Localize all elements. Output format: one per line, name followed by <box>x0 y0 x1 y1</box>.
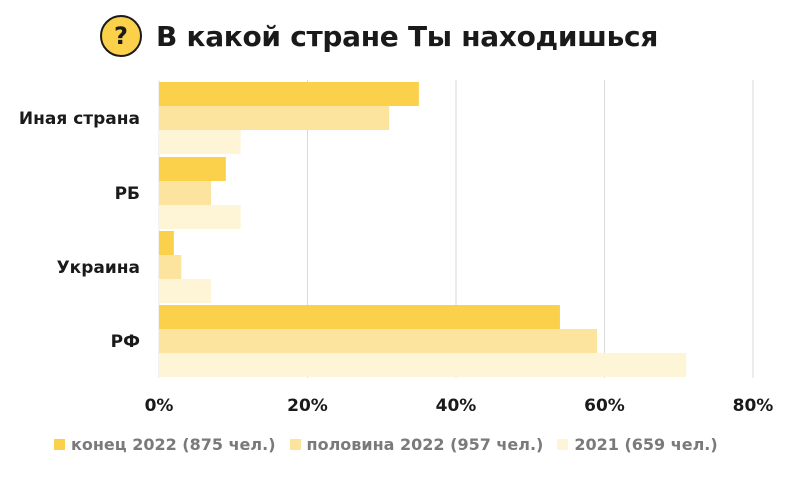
legend-swatch <box>289 439 301 450</box>
legend-label: конец 2022 (875 чел.) <box>71 435 276 454</box>
bar <box>159 279 211 303</box>
x-tick-label: 80% <box>733 396 774 416</box>
legend: конец 2022 (875 чел.) половина 2022 (957 … <box>54 435 732 454</box>
legend-label: половина 2022 (957 чел.) <box>306 435 544 454</box>
bar <box>159 106 390 130</box>
legend-swatch <box>54 439 65 450</box>
bar-chart: Иная страна РБ Украина РФ 0% 20% 40% 60% 80% <box>19 80 774 416</box>
legend-item: 2021 (659 чел.) <box>557 435 718 454</box>
x-tick-label: 40% <box>436 396 477 416</box>
bar <box>159 353 687 377</box>
legend-item: конец 2022 (875 чел.) <box>54 435 276 454</box>
bar <box>159 231 174 255</box>
legend-swatch <box>557 439 569 450</box>
x-tick-label: 20% <box>287 396 328 416</box>
legend-label: 2021 (659 чел.) <box>574 435 718 454</box>
bar <box>159 157 226 181</box>
x-tick-labels: 0% 20% 40% 60% 80% <box>145 396 774 416</box>
question-icon: ? <box>100 15 142 57</box>
bar <box>159 181 211 205</box>
bar <box>159 305 560 329</box>
category-label: РБ <box>115 184 140 204</box>
bar <box>159 82 419 106</box>
bar <box>159 130 241 154</box>
chart-header: ? В какой стране Ты находишься <box>100 13 658 59</box>
bars <box>159 82 687 377</box>
chart-title: В какой стране Ты находишься <box>156 19 658 53</box>
bar <box>159 255 182 279</box>
category-label: Украина <box>57 258 140 278</box>
category-label: Иная страна <box>19 109 140 129</box>
x-tick-label: 60% <box>584 396 625 416</box>
bar <box>159 329 598 353</box>
x-tick-label: 0% <box>145 396 174 416</box>
category-labels: Иная страна РБ Украина РФ <box>19 109 140 352</box>
legend-item: половина 2022 (957 чел.) <box>289 435 544 454</box>
bar <box>159 205 241 229</box>
category-label: РФ <box>111 332 140 352</box>
